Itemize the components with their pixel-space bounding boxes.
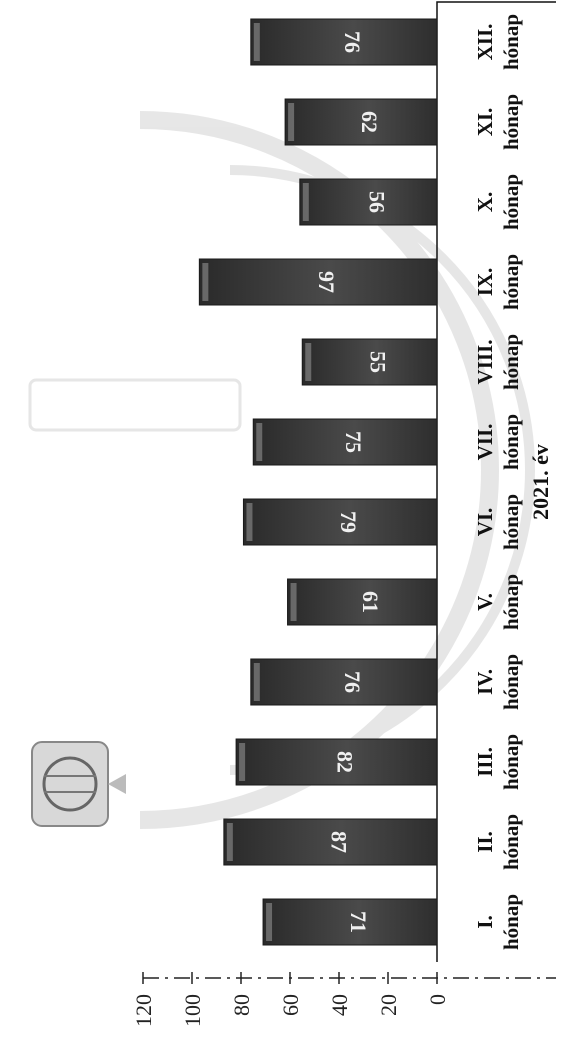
category-axis-title: 2021. év	[528, 444, 553, 520]
category-label-line: hónap	[499, 14, 523, 70]
category-label-line: hónap	[499, 814, 523, 870]
category-label-line: hónap	[499, 654, 523, 710]
value-tick-label: 0	[425, 994, 450, 1005]
data-label: 61	[358, 591, 383, 613]
data-label: 75	[341, 431, 366, 453]
data-label: 55	[366, 351, 391, 373]
bar	[284, 98, 438, 146]
data-label: 71	[346, 911, 371, 933]
category-label: IV.hónap	[473, 654, 523, 710]
bar-highlight	[302, 183, 309, 221]
bar-highlight	[256, 423, 263, 461]
bar	[250, 18, 438, 66]
category-label-line: hónap	[499, 574, 523, 630]
value-tick-label: 120	[131, 994, 156, 1027]
category-label-line: hónap	[499, 734, 523, 790]
value-tick-label: 80	[229, 994, 254, 1016]
data-label: 76	[340, 31, 365, 53]
category-label-line: hónap	[499, 414, 523, 470]
bar-highlight	[246, 503, 253, 541]
category-label-line: hónap	[499, 494, 523, 550]
bar	[301, 338, 438, 386]
data-label: 76	[340, 671, 365, 693]
value-tick-label: 20	[376, 994, 401, 1016]
category-label-line: IX.	[473, 268, 497, 297]
category-label: X.hónap	[473, 174, 523, 230]
bar-highlight	[305, 343, 312, 381]
bar	[235, 738, 438, 786]
category-label-line: I.	[473, 915, 497, 928]
seal-icon	[31, 741, 126, 827]
category-label: VII.hónap	[473, 414, 523, 470]
category-label-line: X.	[473, 192, 497, 212]
category-label-line: hónap	[499, 94, 523, 150]
category-label: V.hónap	[473, 574, 523, 630]
data-label: 97	[314, 271, 339, 293]
bar-highlight	[253, 663, 260, 701]
bar-highlight	[288, 103, 295, 141]
category-label-line: hónap	[499, 894, 523, 950]
bar-highlight	[290, 583, 297, 621]
value-tick-label: 100	[180, 994, 205, 1027]
category-label: II.hónap	[473, 814, 523, 870]
category-label-line: hónap	[499, 254, 523, 310]
category-label: XI.hónap	[473, 94, 523, 150]
category-label: I.hónap	[473, 894, 523, 950]
category-label-line: hónap	[499, 334, 523, 390]
bar	[198, 258, 438, 306]
bar	[242, 498, 438, 546]
bar-highlight	[226, 823, 233, 861]
value-tick-label: 40	[327, 994, 352, 1016]
category-label-line: VI.	[473, 508, 497, 537]
data-label: 62	[357, 111, 382, 133]
bar	[287, 578, 438, 626]
bar	[252, 418, 438, 466]
category-label-line: IV.	[473, 669, 497, 695]
bar	[250, 658, 438, 706]
category-label-line: III.	[473, 747, 497, 777]
value-tick-label: 60	[278, 994, 303, 1016]
category-label-line: VIII.	[473, 340, 497, 385]
category-label-line: XI.	[473, 108, 497, 137]
data-label: 87	[326, 831, 351, 853]
category-label: VI.hónap	[473, 494, 523, 550]
bar-highlight	[266, 903, 273, 941]
bar	[262, 898, 438, 946]
category-label-line: V.	[473, 593, 497, 611]
data-label: 79	[336, 511, 361, 533]
data-label: 82	[333, 751, 358, 773]
plot-frame	[436, 1, 556, 962]
category-label: III.hónap	[473, 734, 523, 790]
bar	[223, 818, 438, 866]
data-label: 56	[364, 191, 389, 213]
bar	[299, 178, 438, 226]
category-label-line: II.	[473, 831, 497, 853]
category-label-line: hónap	[499, 174, 523, 230]
category-label: VIII.hónap	[473, 334, 523, 390]
watermark-logo	[28, 111, 535, 829]
category-label: XII.hónap	[473, 14, 523, 70]
category-label-line: VII.	[473, 424, 497, 461]
bar-highlight	[202, 263, 209, 301]
category-label: IX.hónap	[473, 254, 523, 310]
bar-highlight	[239, 743, 246, 781]
bar-highlight	[253, 23, 260, 61]
category-label-line: XII.	[473, 24, 497, 61]
